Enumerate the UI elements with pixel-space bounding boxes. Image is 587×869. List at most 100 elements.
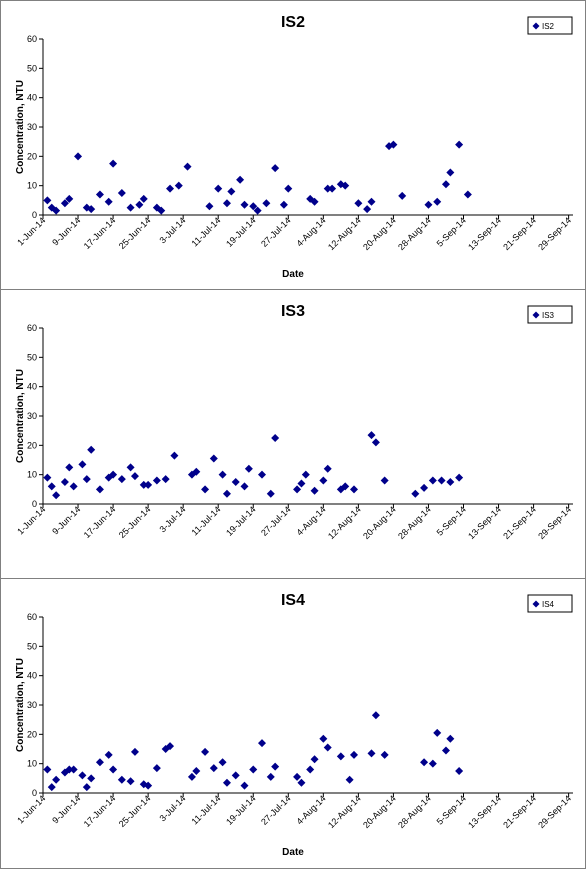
y-tick-label: 50 <box>27 352 37 362</box>
data-point <box>446 734 455 743</box>
legend-box <box>527 16 573 35</box>
data-point <box>258 739 267 748</box>
x-tick-label: 3-Jul-14 <box>158 215 188 245</box>
data-point <box>65 194 74 203</box>
data-point <box>323 184 332 193</box>
x-tick-label: 20-Aug-14 <box>361 504 398 541</box>
data-point <box>323 464 332 473</box>
data-point <box>139 780 148 789</box>
y-tick-label: 40 <box>27 671 37 681</box>
data-point <box>231 771 240 780</box>
data-point <box>258 470 267 479</box>
x-tick-label: 9-Jun-14 <box>50 793 82 825</box>
legend: IS3 <box>527 305 573 324</box>
data-point <box>363 205 372 214</box>
x-tick-label: 13-Sep-14 <box>466 215 503 252</box>
data-point <box>455 473 464 482</box>
data-point <box>52 206 61 215</box>
x-tick-label: 3-Jul-14 <box>158 504 188 534</box>
data-point <box>117 189 126 197</box>
x-tick-label: 21-Sep-14 <box>501 793 538 830</box>
data-point <box>130 747 139 756</box>
x-tick-label: 12-Aug-14 <box>326 215 363 252</box>
x-tick-label: 21-Sep-14 <box>501 215 538 252</box>
data-point <box>240 200 249 209</box>
x-tick-label: 1-Jun-14 <box>15 504 47 536</box>
data-point <box>354 199 363 208</box>
data-point <box>109 159 118 168</box>
data-point <box>104 197 113 206</box>
legend-label: IS4 <box>542 600 555 609</box>
data-point <box>139 194 148 203</box>
data-point <box>65 765 74 774</box>
data-point <box>43 765 52 774</box>
y-tick-label: 20 <box>27 151 37 161</box>
x-tick-label: 27-Jul-14 <box>259 215 293 249</box>
x-tick-label: 29-Sep-14 <box>536 215 573 252</box>
data-point <box>297 479 306 488</box>
chart-title: IS2 <box>281 14 305 31</box>
y-axis-title: Concentration, NTU <box>15 80 26 174</box>
data-point <box>205 202 214 211</box>
data-point <box>192 767 201 775</box>
data-point <box>345 775 354 784</box>
data-point <box>52 775 61 784</box>
data-point <box>87 205 96 214</box>
legend-label: IS3 <box>542 311 555 320</box>
data-point <box>271 762 280 771</box>
data-point <box>441 180 450 189</box>
x-tick-label: 21-Sep-14 <box>501 504 538 541</box>
legend-marker <box>532 311 540 319</box>
legend-label: IS2 <box>542 22 555 31</box>
data-point <box>139 480 148 489</box>
x-tick-label: 9-Jun-14 <box>50 504 82 536</box>
x-tick-label: 11-Jul-14 <box>189 504 222 537</box>
data-point <box>253 206 262 215</box>
data-point <box>214 184 223 193</box>
chart-panel-is3: IS3 0 10 20 30 40 50 60 1-Jun-14 9-Jun-14 17-Jun-1… <box>0 289 586 579</box>
data-point <box>293 772 302 781</box>
x-tick-label: 13-Sep-14 <box>466 793 503 830</box>
data-point <box>161 475 170 484</box>
y-tick-label: 60 <box>27 612 37 622</box>
chart-title: IS3 <box>281 303 305 320</box>
data-point <box>144 480 153 489</box>
data-point <box>222 778 231 787</box>
data-point <box>336 752 345 761</box>
data-point <box>297 778 306 787</box>
data-point <box>240 482 249 491</box>
data-point <box>222 489 231 498</box>
chart-panel-is2: IS2 0 10 20 30 40 50 60 1-Jun-14 9-Jun-14 17-Jun-1… <box>0 0 586 290</box>
y-tick-label: 60 <box>27 34 37 44</box>
data-point <box>166 184 175 193</box>
y-tick-label: 0 <box>32 499 37 509</box>
x-tick-label: 4-Aug-14 <box>294 793 327 826</box>
chart-is4: IS4 0 10 20 30 40 50 60 1-Jun-14 9-Jun-14 17-Jun-1… <box>15 592 573 858</box>
data-point <box>152 476 161 485</box>
x-tick-label: 28-Aug-14 <box>396 793 433 830</box>
data-point <box>336 485 345 494</box>
data-point <box>227 187 236 196</box>
y-tick-label: 30 <box>27 122 37 132</box>
data-point <box>293 485 302 494</box>
data-point <box>433 728 442 737</box>
y-tick-label: 60 <box>27 323 37 333</box>
x-tick-label: 19-Jul-14 <box>224 215 258 249</box>
data-point <box>424 200 433 209</box>
data-point <box>209 454 218 463</box>
data-point <box>87 445 96 454</box>
legend-box <box>527 305 573 324</box>
data-point <box>433 197 442 206</box>
data-point <box>126 203 135 212</box>
x-tick-label: 20-Aug-14 <box>361 793 398 830</box>
data-point <box>446 478 455 486</box>
data-point <box>65 463 74 472</box>
data-point <box>82 475 91 484</box>
data-point <box>328 184 337 193</box>
legend: IS4 <box>527 594 573 613</box>
data-point <box>109 765 118 774</box>
data-point <box>341 181 350 190</box>
chart-title: IS4 <box>281 592 305 609</box>
data-point <box>437 476 446 485</box>
data-point <box>455 767 464 775</box>
